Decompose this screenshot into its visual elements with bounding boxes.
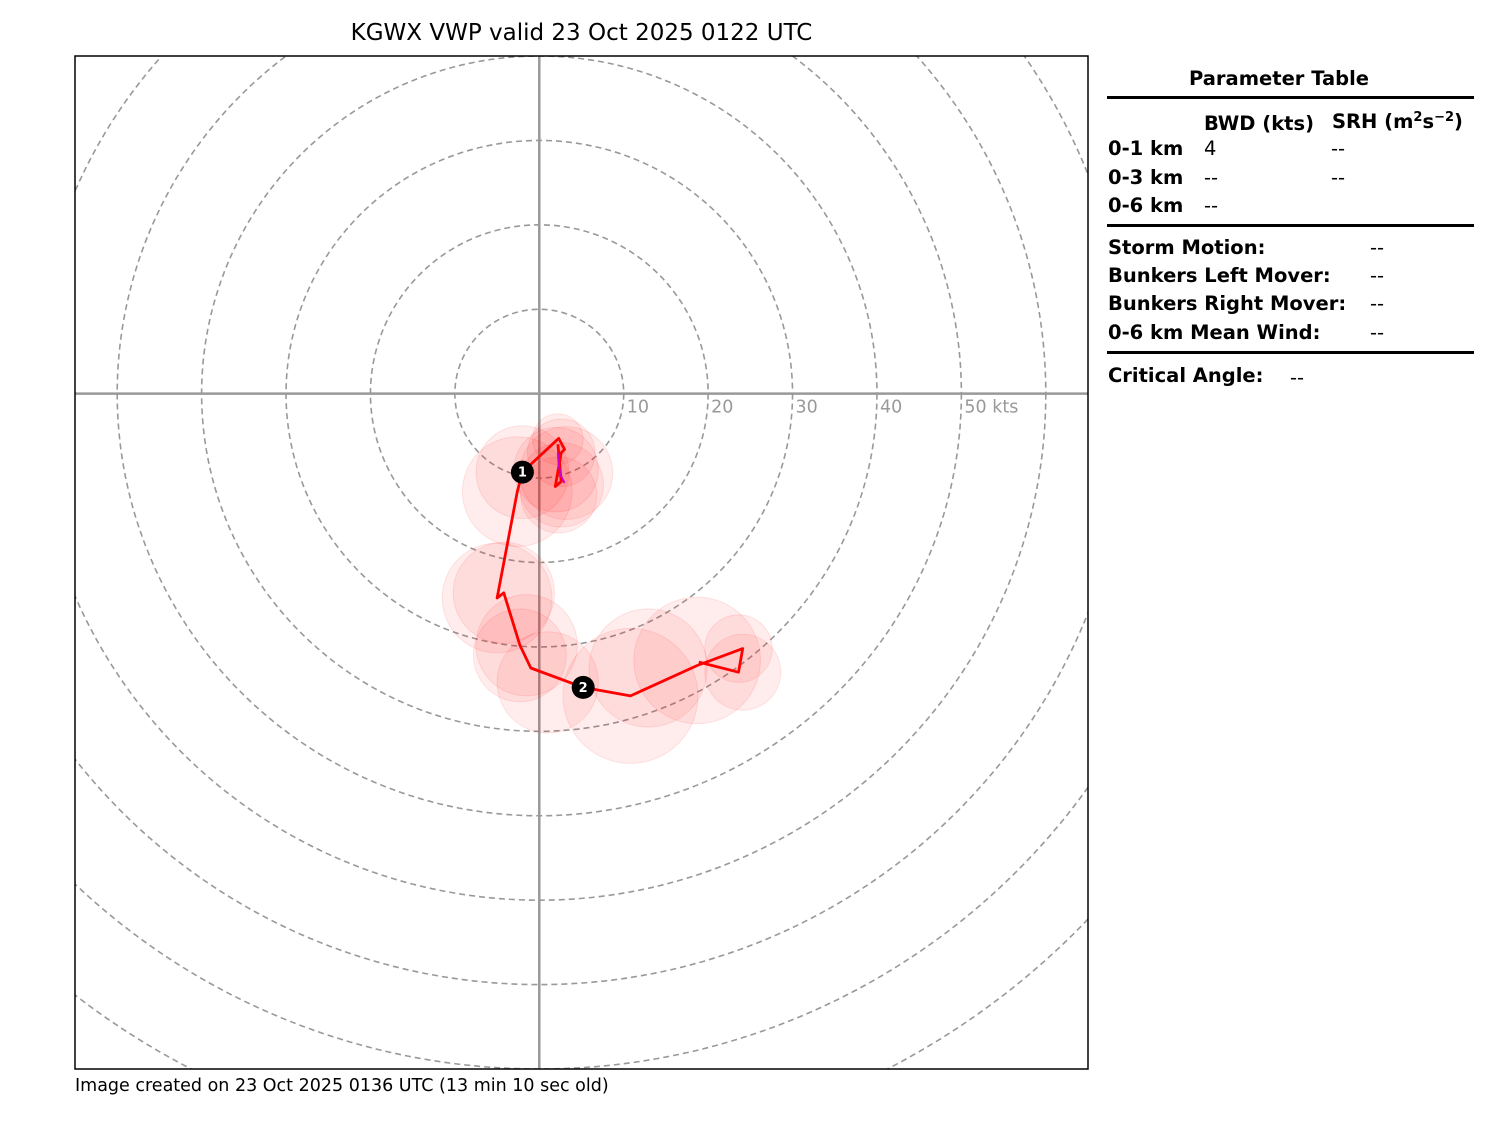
ring-label: 10: [627, 398, 649, 418]
ring-label: 20: [711, 398, 733, 418]
ring-label: 30: [796, 398, 818, 418]
footer-timestamp: Image created on 23 Oct 2025 0136 UTC (1…: [75, 1076, 609, 1096]
range-ring: [75, 917, 1088, 1069]
height-marker-label: 1: [518, 466, 527, 481]
uncertainty-circle: [475, 594, 578, 697]
plot-frame: [74, 55, 1089, 1070]
range-ring: [75, 785, 1088, 1069]
hodograph-trace: [495, 436, 745, 698]
uncertainty-circle: [633, 596, 761, 725]
uncertainty-circle: [496, 631, 599, 734]
ring-label: 50 kts: [964, 398, 1018, 418]
height-marker: [571, 675, 595, 699]
hodograph-trace: [556, 452, 566, 484]
height-marker: [510, 460, 534, 484]
ring-label: 40: [880, 398, 902, 418]
uncertainty-circle: [472, 608, 567, 703]
uncertainty-circle: [704, 633, 782, 711]
height-marker-label: 2: [579, 681, 588, 696]
chart-title: KGWX VWP valid 23 Oct 2025 0122 UTC: [350, 20, 813, 46]
uncertainty-circle: [588, 608, 708, 728]
uncertainty-circle: [704, 614, 773, 683]
